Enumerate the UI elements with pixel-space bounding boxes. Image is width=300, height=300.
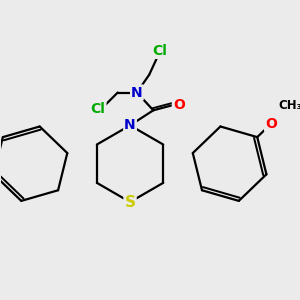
Text: N: N [131,85,143,100]
Text: O: O [265,117,277,131]
Text: S: S [124,194,136,209]
Text: Cl: Cl [152,44,167,58]
Text: O: O [173,98,185,112]
Text: Cl: Cl [91,102,106,116]
Text: N: N [124,118,136,132]
Text: CH₃: CH₃ [278,99,300,112]
